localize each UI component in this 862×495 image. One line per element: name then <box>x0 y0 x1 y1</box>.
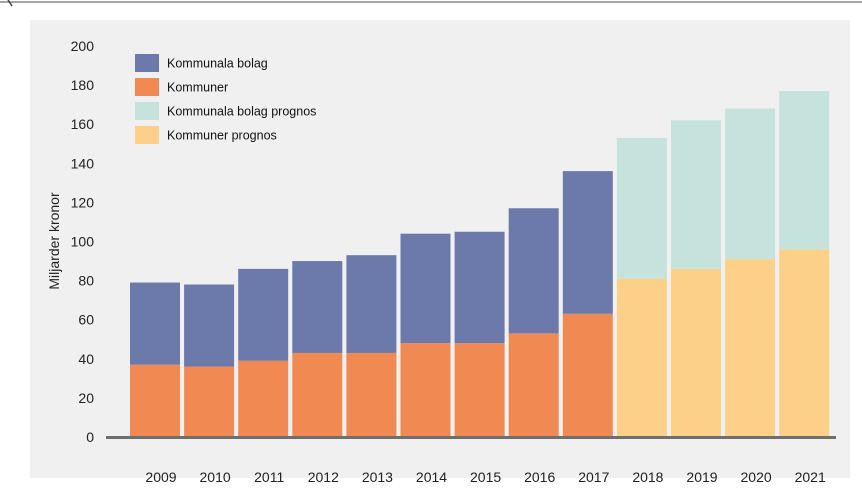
bar-2018-kommunala-bolag-prognos <box>616 137 667 279</box>
bar-2011-kommunala-bolag <box>238 268 289 361</box>
bar-2013-kommuner <box>346 352 397 437</box>
legend-swatch-kommuner-prognos <box>135 126 159 144</box>
bar-2009-kommuner <box>130 364 180 437</box>
bar-2018-kommuner-prognos <box>616 278 667 437</box>
y-tick-label-100: 100 <box>71 234 95 250</box>
y-tick-label-160: 160 <box>71 116 95 132</box>
x-tick-label-2014: 2014 <box>416 469 447 485</box>
bar-2021-kommuner-prognos <box>779 249 830 437</box>
bar-2011-kommuner <box>238 360 289 437</box>
y-tick-label-0: 0 <box>86 429 94 445</box>
x-tick-label-2019: 2019 <box>686 469 717 485</box>
bar-2014-kommunala-bolag <box>400 233 451 344</box>
x-tick-label-2015: 2015 <box>470 469 501 485</box>
bars <box>130 90 830 437</box>
bar-2015-kommunala-bolag <box>454 231 505 344</box>
legend: Kommunala bolag Kommuner Kommunala bolag p… <box>135 54 316 144</box>
bar-2019-kommunala-bolag-prognos <box>671 120 721 269</box>
y-axis: 0 20 40 60 80 100 120 140 160 180 200 <box>71 38 95 445</box>
legend-label-kommunala-bolag: Kommunala bolag <box>167 57 268 71</box>
y-tick-label-200: 200 <box>71 38 95 54</box>
bar-2010-kommuner <box>184 366 235 437</box>
x-tick-label-2013: 2013 <box>362 469 393 485</box>
y-tick-label-40: 40 <box>78 351 94 367</box>
y-tick-label-20: 20 <box>78 390 94 406</box>
legend-swatch-kommunala-bolag-prognos <box>135 102 159 120</box>
y-tick-label-80: 80 <box>78 273 94 289</box>
legend-swatch-kommunala-bolag <box>135 54 159 72</box>
y-tick-label-140: 140 <box>71 155 95 171</box>
x-tick-label-2009: 2009 <box>145 469 176 485</box>
bar-2021-kommunala-bolag-prognos <box>779 90 830 250</box>
y-tick-label-180: 180 <box>71 77 95 93</box>
x-tick-label-2010: 2010 <box>200 469 231 485</box>
bar-2009-kommunala-bolag <box>130 282 180 365</box>
legend-label-kommuner: Kommuner <box>167 81 228 95</box>
x-tick-label-2021: 2021 <box>795 469 826 485</box>
x-axis: 2009 2010 2011 2012 2013 2014 2015 2016 2017 2018… <box>145 469 826 485</box>
bar-2017-kommuner <box>562 313 613 437</box>
x-tick-label-2016: 2016 <box>524 469 555 485</box>
bar-2020-kommuner-prognos <box>725 259 776 437</box>
bar-2019-kommuner-prognos <box>671 268 721 437</box>
legend-label-kommuner-prognos: Kommuner prognos <box>167 129 277 143</box>
y-axis-title: Miljarder kronor <box>46 192 62 290</box>
x-tick-label-2018: 2018 <box>632 469 663 485</box>
bar-2014-kommuner <box>400 343 451 437</box>
bar-2016-kommuner <box>508 333 559 437</box>
x-tick-label-2017: 2017 <box>578 469 609 485</box>
y-tick-label-60: 60 <box>78 312 94 328</box>
bar-2017-kommunala-bolag <box>562 171 613 314</box>
legend-label-kommunala-bolag-prognos: Kommunala bolag prognos <box>167 105 316 119</box>
y-tick-label-120: 120 <box>71 194 95 210</box>
legend-swatch-kommuner <box>135 78 159 96</box>
bar-2016-kommunala-bolag <box>508 208 559 334</box>
bar-2013-kommunala-bolag <box>346 255 397 353</box>
top-left-mark <box>7 0 13 7</box>
bar-2015-kommuner <box>454 343 505 437</box>
x-tick-label-2011: 2011 <box>254 469 284 485</box>
x-tick-label-2020: 2020 <box>741 469 772 485</box>
bar-2012-kommuner <box>292 352 343 437</box>
bar-2020-kommunala-bolag-prognos <box>725 108 776 260</box>
bar-2010-kommunala-bolag <box>184 284 235 367</box>
x-tick-label-2012: 2012 <box>308 469 339 485</box>
bar-2012-kommunala-bolag <box>292 261 343 353</box>
